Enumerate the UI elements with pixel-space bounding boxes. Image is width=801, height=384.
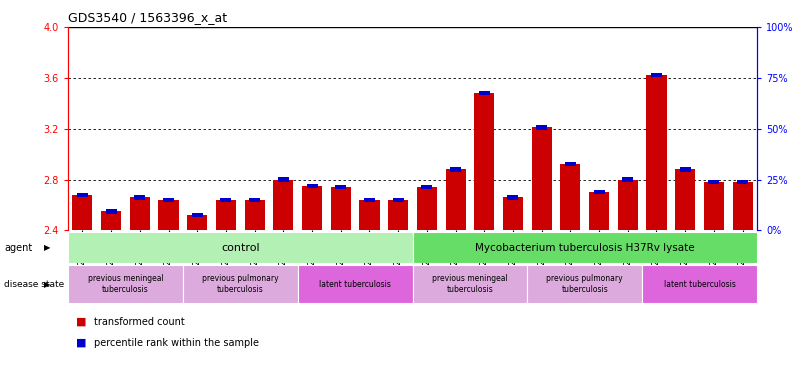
Text: Mycobacterium tuberculosis H37Rv lysate: Mycobacterium tuberculosis H37Rv lysate <box>475 243 694 253</box>
Text: disease state: disease state <box>4 280 64 289</box>
Bar <box>191 213 203 217</box>
Text: ▶: ▶ <box>44 280 50 289</box>
Bar <box>532 127 552 230</box>
Bar <box>72 195 92 230</box>
Bar <box>413 232 757 263</box>
Text: percentile rank within the sample: percentile rank within the sample <box>94 338 259 348</box>
Bar <box>216 200 236 230</box>
Bar <box>450 167 461 172</box>
Bar <box>244 200 264 230</box>
Bar <box>388 200 409 230</box>
Text: ▶: ▶ <box>44 243 50 252</box>
Bar <box>561 164 581 230</box>
Bar <box>536 125 547 129</box>
Bar <box>392 198 404 202</box>
Bar <box>413 265 527 303</box>
Bar <box>187 215 207 230</box>
Bar <box>651 73 662 78</box>
Bar <box>278 177 289 182</box>
Bar <box>68 265 183 303</box>
Text: ■: ■ <box>76 338 87 348</box>
Bar <box>307 184 317 188</box>
Bar <box>163 198 174 202</box>
Text: previous pulmonary
tuberculosis: previous pulmonary tuberculosis <box>202 275 279 294</box>
Bar <box>445 169 465 230</box>
Bar <box>417 187 437 230</box>
Bar <box>302 186 322 230</box>
Text: latent tuberculosis: latent tuberculosis <box>663 280 735 289</box>
Bar <box>220 198 231 202</box>
Bar <box>646 75 666 230</box>
Bar <box>733 182 753 230</box>
Bar <box>68 232 413 263</box>
Bar <box>503 197 523 230</box>
Bar <box>298 265 413 303</box>
Bar <box>77 192 88 197</box>
Bar <box>130 197 150 230</box>
Bar <box>704 182 724 230</box>
Bar <box>360 200 380 230</box>
Bar <box>589 192 609 230</box>
Text: previous meningeal
tuberculosis: previous meningeal tuberculosis <box>87 275 163 294</box>
Bar <box>737 180 748 184</box>
Text: control: control <box>221 243 260 253</box>
Text: previous pulmonary
tuberculosis: previous pulmonary tuberculosis <box>546 275 623 294</box>
Bar <box>331 187 351 230</box>
Bar <box>594 190 605 194</box>
Bar <box>618 180 638 230</box>
Bar <box>642 265 757 303</box>
Bar <box>249 198 260 202</box>
Bar <box>183 265 298 303</box>
Bar <box>273 180 293 230</box>
Text: agent: agent <box>4 243 32 253</box>
Text: latent tuberculosis: latent tuberculosis <box>319 280 391 289</box>
Bar <box>565 162 576 167</box>
Bar <box>106 209 117 214</box>
Bar <box>336 185 346 189</box>
Bar <box>675 169 695 230</box>
Bar <box>101 211 121 230</box>
Bar <box>708 180 719 184</box>
Text: GDS3540 / 1563396_x_at: GDS3540 / 1563396_x_at <box>68 12 227 25</box>
Bar <box>421 185 433 189</box>
Bar <box>479 91 489 95</box>
Bar <box>135 195 145 200</box>
Bar <box>474 93 494 230</box>
Bar <box>680 167 690 172</box>
Text: ■: ■ <box>76 317 87 327</box>
Bar <box>159 200 179 230</box>
Bar <box>364 198 375 202</box>
Text: transformed count: transformed count <box>94 317 184 327</box>
Bar <box>508 195 518 200</box>
Bar <box>622 177 634 182</box>
Bar <box>527 265 642 303</box>
Text: previous meningeal
tuberculosis: previous meningeal tuberculosis <box>432 275 508 294</box>
